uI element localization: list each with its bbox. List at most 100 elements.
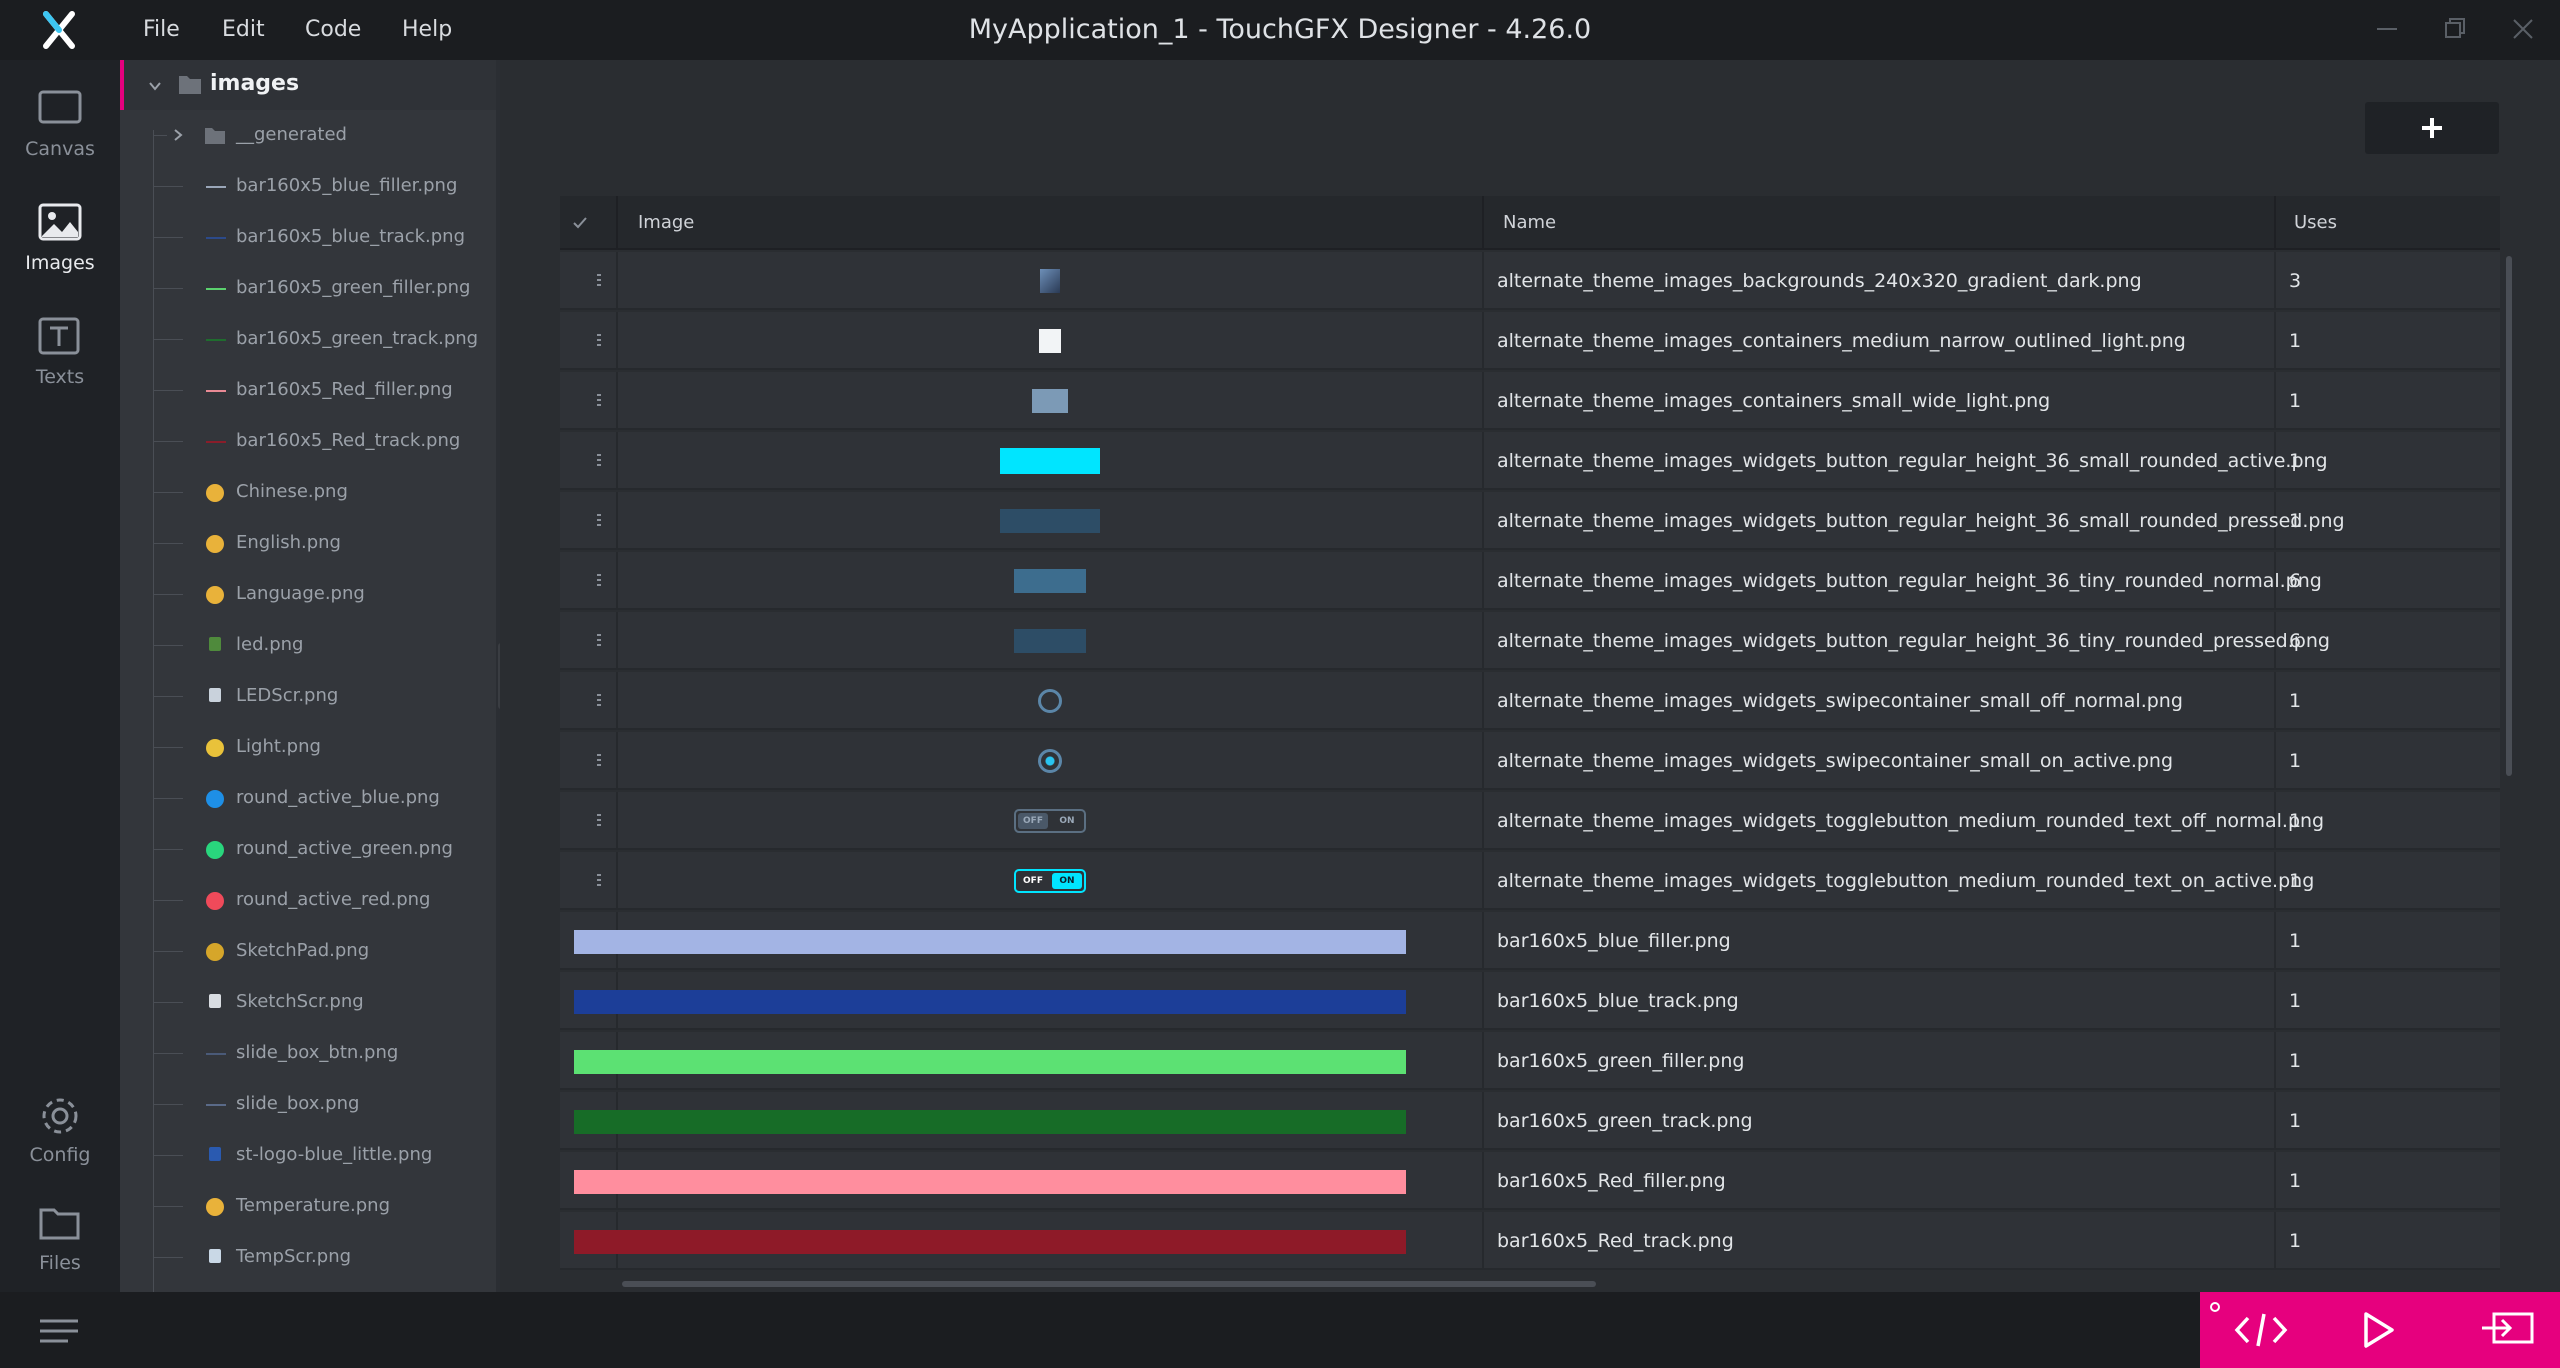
tree-item[interactable]: bar160x5_blue_filler.png bbox=[120, 161, 496, 212]
tree-item-label: st-logo-blue_little.png bbox=[236, 1144, 433, 1165]
menu-code[interactable]: Code bbox=[305, 17, 362, 42]
image-name: alternate_theme_images_widgets_swipecont… bbox=[1497, 690, 2183, 712]
drag-handle-icon[interactable] bbox=[596, 273, 602, 287]
round-thumbnail-icon bbox=[206, 892, 224, 910]
tree-item[interactable]: Language.png bbox=[120, 569, 496, 620]
close-icon[interactable] bbox=[2508, 14, 2538, 44]
restore-icon[interactable] bbox=[2440, 14, 2470, 44]
add-image-button[interactable] bbox=[2365, 102, 2499, 154]
tree-item-label: bar160x5_Red_filler.png bbox=[236, 379, 453, 400]
image-uses-count: 1 bbox=[2289, 330, 2302, 352]
table-row[interactable]: alternate_theme_images_containers_small_… bbox=[560, 372, 2500, 430]
toggle-on-label: ON bbox=[1059, 816, 1075, 826]
column-divider bbox=[2274, 492, 2276, 550]
check-icon[interactable] bbox=[572, 216, 588, 230]
vertical-scrollbar[interactable] bbox=[2506, 256, 2512, 776]
column-divider bbox=[616, 852, 618, 910]
hamburger-menu-icon[interactable] bbox=[38, 1318, 82, 1344]
menu-help[interactable]: Help bbox=[402, 17, 453, 42]
image-name: alternate_theme_images_widgets_button_re… bbox=[1497, 510, 2345, 532]
tree-item[interactable]: TempScr.png bbox=[120, 1232, 496, 1283]
rail-item-config[interactable]: Config bbox=[0, 1076, 120, 1176]
table-row[interactable]: alternate_theme_images_widgets_button_re… bbox=[560, 612, 2500, 670]
table-row[interactable]: alternate_theme_images_widgets_swipecont… bbox=[560, 672, 2500, 730]
table-row[interactable]: alternate_theme_images_containers_medium… bbox=[560, 312, 2500, 370]
tree-item[interactable]: English.png bbox=[120, 518, 496, 569]
column-divider bbox=[2274, 1032, 2276, 1090]
tree-item[interactable]: Temperature.png bbox=[120, 1181, 496, 1232]
image-thumbnail bbox=[574, 1110, 1406, 1134]
drag-handle-icon[interactable] bbox=[596, 693, 602, 707]
status-dot-icon bbox=[2210, 1302, 2220, 1312]
rail-item-images[interactable]: Images bbox=[0, 184, 120, 284]
drag-handle-icon[interactable] bbox=[596, 333, 602, 347]
menu-file[interactable]: File bbox=[143, 17, 180, 42]
tree-item[interactable]: SketchPad.png bbox=[120, 926, 496, 977]
table-row[interactable]: bar160x5_blue_track.png 1 bbox=[560, 972, 2500, 1030]
tree-item[interactable]: led.png bbox=[120, 620, 496, 671]
rail-item-files[interactable]: Files bbox=[0, 1184, 120, 1284]
minimize-icon[interactable] bbox=[2372, 14, 2402, 44]
tree-root-images[interactable]: images bbox=[120, 60, 496, 110]
table-row[interactable]: OFF ON alternate_theme_images_widgets_togg… bbox=[560, 852, 2500, 910]
tree-item[interactable]: st-logo-blue_little.png bbox=[120, 1130, 496, 1181]
tree-item[interactable]: bar160x5_green_filler.png bbox=[120, 263, 496, 314]
column-divider bbox=[2274, 252, 2276, 310]
drag-handle-icon[interactable] bbox=[596, 753, 602, 767]
tree-item[interactable]: bar160x5_blue_track.png bbox=[120, 212, 496, 263]
chevron-right-icon[interactable] bbox=[172, 128, 184, 142]
chevron-down-icon[interactable] bbox=[148, 79, 162, 93]
run-simulator-icon[interactable] bbox=[2358, 1310, 2398, 1350]
tree-item[interactable]: Chinese.png bbox=[120, 467, 496, 518]
table-row[interactable]: bar160x5_blue_filler.png 1 bbox=[560, 912, 2500, 970]
table-row[interactable]: bar160x5_green_filler.png 1 bbox=[560, 1032, 2500, 1090]
column-header-name[interactable]: Name bbox=[1503, 212, 1557, 233]
image-thumbnail bbox=[1000, 448, 1100, 474]
tree-item[interactable]: slide_box.png bbox=[120, 1079, 496, 1130]
tree-item[interactable]: round_active_blue.png bbox=[120, 773, 496, 824]
horizontal-scrollbar[interactable] bbox=[622, 1281, 1596, 1287]
table-row[interactable]: bar160x5_Red_track.png 1 bbox=[560, 1212, 2500, 1270]
tree-item[interactable]: round_active_red.png bbox=[120, 875, 496, 926]
table-row[interactable]: OFF ON alternate_theme_images_widgets_togg… bbox=[560, 792, 2500, 850]
tree-connector bbox=[153, 339, 183, 340]
column-header-image[interactable]: Image bbox=[638, 212, 695, 233]
table-row[interactable]: alternate_theme_images_backgrounds_240x3… bbox=[560, 252, 2500, 310]
tree-item[interactable]: bar160x5_Red_track.png bbox=[120, 416, 496, 467]
drag-handle-icon[interactable] bbox=[596, 513, 602, 527]
menu-edit[interactable]: Edit bbox=[222, 17, 265, 42]
column-divider bbox=[1482, 252, 1484, 310]
table-row[interactable]: alternate_theme_images_widgets_button_re… bbox=[560, 492, 2500, 550]
column-header-uses[interactable]: Uses bbox=[2294, 212, 2338, 233]
table-row[interactable]: alternate_theme_images_widgets_swipecont… bbox=[560, 732, 2500, 790]
tree-item[interactable]: bar160x5_Red_filler.png bbox=[120, 365, 496, 416]
drag-handle-icon[interactable] bbox=[596, 813, 602, 827]
tree-item[interactable]: Light.png bbox=[120, 722, 496, 773]
table-row[interactable]: bar160x5_Red_filler.png 1 bbox=[560, 1152, 2500, 1210]
generate-code-icon[interactable] bbox=[2234, 1310, 2288, 1350]
image-name: alternate_theme_images_containers_small_… bbox=[1497, 390, 2051, 412]
table-row[interactable]: alternate_theme_images_widgets_button_re… bbox=[560, 432, 2500, 490]
drag-handle-icon[interactable] bbox=[596, 633, 602, 647]
drag-handle-icon[interactable] bbox=[596, 573, 602, 587]
tree-item[interactable]: round_active_green.png bbox=[120, 824, 496, 875]
drag-handle-icon[interactable] bbox=[596, 873, 602, 887]
tree-item[interactable]: LEDScr.png bbox=[120, 671, 496, 722]
image-thumbnail bbox=[574, 990, 1406, 1014]
image-thumbnail bbox=[1014, 569, 1086, 593]
rail-item-texts[interactable]: Texts bbox=[0, 298, 120, 398]
rail-item-canvas[interactable]: Canvas bbox=[0, 70, 120, 170]
image-name: alternate_theme_images_widgets_button_re… bbox=[1497, 630, 2330, 652]
column-divider bbox=[1482, 612, 1484, 670]
drag-handle-icon[interactable] bbox=[596, 453, 602, 467]
tree-item[interactable]: __generated bbox=[120, 110, 496, 161]
column-divider bbox=[2274, 732, 2276, 790]
image-thumbnail bbox=[574, 1230, 1406, 1254]
table-row[interactable]: bar160x5_green_track.png 1 bbox=[560, 1092, 2500, 1150]
run-on-target-icon[interactable] bbox=[2480, 1306, 2540, 1352]
tree-item[interactable]: bar160x5_green_track.png bbox=[120, 314, 496, 365]
table-row[interactable]: alternate_theme_images_widgets_button_re… bbox=[560, 552, 2500, 610]
tree-item[interactable]: SketchScr.png bbox=[120, 977, 496, 1028]
tree-item[interactable]: slide_box_btn.png bbox=[120, 1028, 496, 1079]
drag-handle-icon[interactable] bbox=[596, 393, 602, 407]
